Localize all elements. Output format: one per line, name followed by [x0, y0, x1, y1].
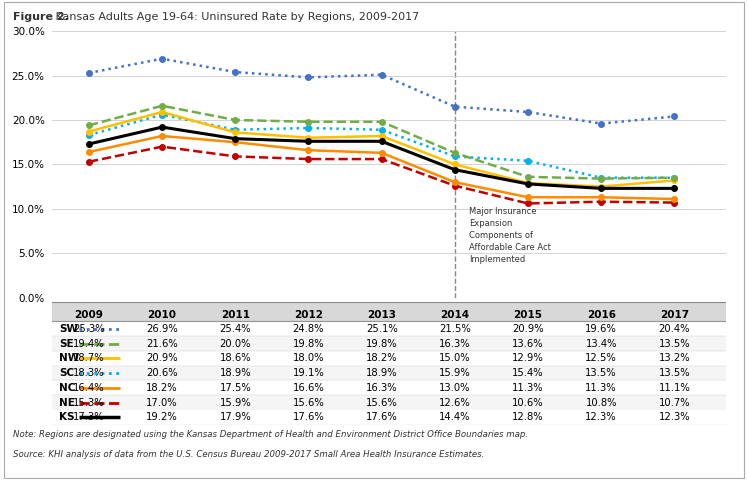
Text: 17.0%: 17.0%	[147, 397, 178, 408]
Text: 2014: 2014	[441, 310, 470, 320]
Text: 12.8%: 12.8%	[512, 412, 544, 422]
Text: 11.1%: 11.1%	[658, 383, 690, 393]
Text: 18.6%: 18.6%	[219, 353, 251, 363]
Text: 18.9%: 18.9%	[366, 368, 397, 378]
Text: 17.5%: 17.5%	[219, 383, 251, 393]
Text: 11.3%: 11.3%	[586, 383, 617, 393]
Text: 16.3%: 16.3%	[366, 383, 397, 393]
Text: 25.3%: 25.3%	[73, 324, 105, 334]
Text: 13.0%: 13.0%	[439, 383, 470, 393]
Text: Kansas Adults Age 19-64: Uninsured Rate by Regions, 2009-2017: Kansas Adults Age 19-64: Uninsured Rate …	[52, 12, 420, 22]
Text: 2010: 2010	[147, 310, 177, 320]
Text: 19.2%: 19.2%	[147, 412, 178, 422]
Text: 19.8%: 19.8%	[366, 338, 397, 348]
Text: 10.8%: 10.8%	[586, 397, 617, 408]
Text: 19.6%: 19.6%	[585, 324, 617, 334]
Text: 26.9%: 26.9%	[147, 324, 178, 334]
Text: 20.6%: 20.6%	[147, 368, 178, 378]
Bar	[52, 302, 726, 322]
Text: SW: SW	[59, 324, 78, 334]
Text: 11.3%: 11.3%	[512, 383, 544, 393]
Text: Source: KHI analysis of data from the U.S. Census Bureau 2009-2017 Small Area He: Source: KHI analysis of data from the U.…	[13, 450, 485, 459]
Bar	[52, 336, 726, 351]
Text: 19.4%: 19.4%	[73, 338, 105, 348]
Bar	[52, 322, 726, 336]
Text: 2016: 2016	[586, 310, 616, 320]
Text: 24.8%: 24.8%	[292, 324, 324, 334]
Text: 15.0%: 15.0%	[439, 353, 470, 363]
Text: 2013: 2013	[367, 310, 396, 320]
Text: 18.2%: 18.2%	[147, 383, 178, 393]
Text: 17.3%: 17.3%	[73, 412, 105, 422]
Text: 21.5%: 21.5%	[439, 324, 470, 334]
Text: 10.7%: 10.7%	[658, 397, 690, 408]
Text: NC: NC	[59, 383, 76, 393]
Text: 10.6%: 10.6%	[512, 397, 544, 408]
Text: 20.0%: 20.0%	[220, 338, 251, 348]
Text: 19.1%: 19.1%	[292, 368, 325, 378]
Text: 15.3%: 15.3%	[73, 397, 105, 408]
Text: 15.6%: 15.6%	[366, 397, 397, 408]
Text: 18.0%: 18.0%	[292, 353, 324, 363]
Text: 14.4%: 14.4%	[439, 412, 470, 422]
Text: 19.8%: 19.8%	[292, 338, 325, 348]
Bar	[52, 381, 726, 395]
Text: 17.6%: 17.6%	[292, 412, 325, 422]
Text: 13.5%: 13.5%	[586, 368, 617, 378]
Text: 13.4%: 13.4%	[586, 338, 617, 348]
Text: 18.3%: 18.3%	[73, 368, 105, 378]
Text: 13.5%: 13.5%	[658, 368, 690, 378]
Text: SC: SC	[59, 368, 74, 378]
Text: 2009: 2009	[75, 310, 103, 320]
Text: KS: KS	[59, 412, 75, 422]
Text: NE: NE	[59, 397, 75, 408]
Text: 25.1%: 25.1%	[366, 324, 397, 334]
Text: Major Insurance
Expansion
Components of
Affordable Care Act
Implemented: Major Insurance Expansion Components of …	[470, 207, 551, 264]
Text: 13.5%: 13.5%	[658, 338, 690, 348]
Text: 18.7%: 18.7%	[73, 353, 105, 363]
Text: 18.9%: 18.9%	[219, 368, 251, 378]
Text: 13.6%: 13.6%	[512, 338, 544, 348]
Bar	[52, 351, 726, 366]
Text: 2017: 2017	[660, 310, 689, 320]
Text: 12.5%: 12.5%	[585, 353, 617, 363]
Text: 12.9%: 12.9%	[512, 353, 544, 363]
Text: 15.6%: 15.6%	[292, 397, 325, 408]
Text: Note: Regions are designated using the Kansas Department of Health and Environme: Note: Regions are designated using the K…	[13, 430, 529, 439]
Text: 17.6%: 17.6%	[366, 412, 397, 422]
Text: 13.2%: 13.2%	[658, 353, 690, 363]
Text: 15.4%: 15.4%	[512, 368, 544, 378]
Text: SE: SE	[59, 338, 74, 348]
Text: 2012: 2012	[294, 310, 323, 320]
Text: 21.6%: 21.6%	[147, 338, 178, 348]
Bar	[52, 410, 726, 425]
Text: 15.9%: 15.9%	[439, 368, 470, 378]
Text: 2015: 2015	[513, 310, 542, 320]
Text: 20.9%: 20.9%	[512, 324, 544, 334]
Text: 16.4%: 16.4%	[73, 383, 105, 393]
Text: 25.4%: 25.4%	[219, 324, 251, 334]
Bar	[52, 395, 726, 410]
Text: NW: NW	[59, 353, 79, 363]
Text: 18.2%: 18.2%	[366, 353, 397, 363]
Text: 16.3%: 16.3%	[439, 338, 470, 348]
Text: 20.9%: 20.9%	[147, 353, 178, 363]
Text: Figure 2.: Figure 2.	[13, 12, 70, 22]
Text: 12.6%: 12.6%	[439, 397, 470, 408]
Text: 12.3%: 12.3%	[658, 412, 690, 422]
Bar	[52, 366, 726, 381]
Text: 2011: 2011	[221, 310, 250, 320]
Text: 12.3%: 12.3%	[586, 412, 617, 422]
Text: 15.9%: 15.9%	[219, 397, 251, 408]
Text: 17.9%: 17.9%	[219, 412, 251, 422]
Text: 16.6%: 16.6%	[292, 383, 325, 393]
Text: 20.4%: 20.4%	[658, 324, 690, 334]
